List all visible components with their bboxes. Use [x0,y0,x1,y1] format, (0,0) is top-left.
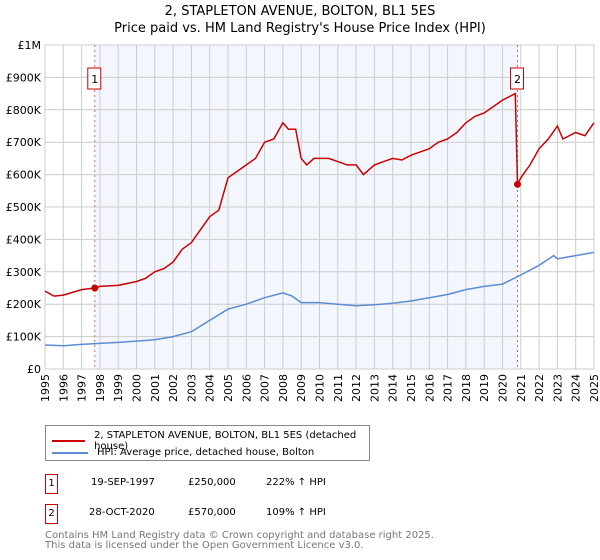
series-line [44,92,595,297]
x-tick-label: 1998 [94,374,107,402]
x-tick-label: 2011 [332,374,345,402]
x-tick-label: 1996 [57,374,70,402]
x-tick-label: 2023 [551,374,564,402]
sale-hpi: 109% ↑ HPI [266,507,326,518]
legend: 2, STAPLETON AVENUE, BOLTON, BL1 5ES (de… [45,425,370,461]
sale-point [514,180,522,188]
x-tick-label: 2025 [588,374,600,402]
x-tick-label: 2016 [423,374,436,402]
x-tick-label: 2010 [314,374,327,402]
x-tick-label: 2018 [460,374,473,402]
x-tick-label: 2002 [167,374,180,402]
x-tick-label: 2014 [387,374,400,402]
y-tick-label: £0 [27,363,41,376]
x-tick-label: 2008 [277,374,290,402]
x-tick-label: 2012 [350,374,363,402]
sale-label: 1 [91,73,98,86]
y-tick-label: £400K [6,233,42,246]
x-tick-label: 2024 [570,374,583,402]
footer-line-1: Contains HM Land Registry data © Crown c… [45,530,434,541]
x-tick-label: 1999 [112,374,125,402]
y-tick-label: £700K [6,136,42,149]
sale-price: £250,000 [188,477,236,488]
chart-subtitle: Price paid vs. HM Land Registry's House … [114,21,486,36]
y-tick-label: £800K [6,104,42,117]
series-line [44,251,595,347]
x-tick-label: 2015 [405,374,418,402]
sale-marker-1: 1 [45,474,58,494]
x-tick-label: 2017 [442,374,455,402]
x-tick-label: 2019 [478,374,491,402]
sale-row-1: 1 19-SEP-1997 £250,000 222% ↑ HPI [45,474,545,497]
footer: Contains HM Land Registry data © Crown c… [45,531,434,551]
legend-red-label: 2, STAPLETON AVENUE, BOLTON, BL1 5ES (de… [94,430,357,452]
sale-date: 19-SEP-1997 [91,477,155,488]
sale-row-2: 2 28-OCT-2020 £570,000 109% ↑ HPI [45,504,545,527]
sale-label-box [510,67,525,90]
x-tick-label: 2003 [185,374,198,402]
x-tick-label: 2021 [515,374,528,402]
x-tick-label: 2009 [295,374,308,402]
footer-line-2: This data is licensed under the Open Gov… [45,540,364,551]
sale-label-box [87,67,102,90]
x-tick-label: 2007 [259,374,272,402]
y-tick-label: £100K [6,331,42,344]
legend-blue-swatch [52,451,88,454]
x-tick-label: 2005 [222,374,235,402]
legend-red-swatch [52,440,86,442]
sale-marker-2: 2 [45,504,58,524]
y-tick-label: £200K [6,298,42,311]
x-tick-label: 2006 [240,374,253,402]
plot-area: £0 £100K £200K £300K £400K £500K £600K £700K £80… [6,39,600,402]
y-tick-label: £1M [18,39,42,52]
y-tick-label: £900K [6,71,42,84]
sale-point [91,284,99,292]
x-tick-label: 2013 [368,374,381,402]
chart-title: 2, STAPLETON AVENUE, BOLTON, BL1 5ES [164,4,436,19]
x-tick-label: 2022 [533,374,546,402]
x-tick-label: 2020 [497,374,510,402]
sale-hpi: 222% ↑ HPI [266,477,326,488]
x-tick-label: 2001 [149,374,162,402]
legend-blue-label: HPI: Average price, detached house, Bolt… [97,447,315,458]
x-tick-label: 1997 [76,374,89,402]
x-tick-label: 2004 [204,374,217,402]
x-tick-label: 1995 [39,374,52,402]
x-tick-label: 2000 [131,374,144,402]
sale-label: 2 [514,73,521,86]
y-tick-label: £600K [6,169,42,182]
sale-price: £570,000 [188,507,236,518]
sale-date: 28-OCT-2020 [89,507,155,518]
y-tick-label: £300K [6,266,42,279]
y-tick-label: £500K [6,201,42,214]
